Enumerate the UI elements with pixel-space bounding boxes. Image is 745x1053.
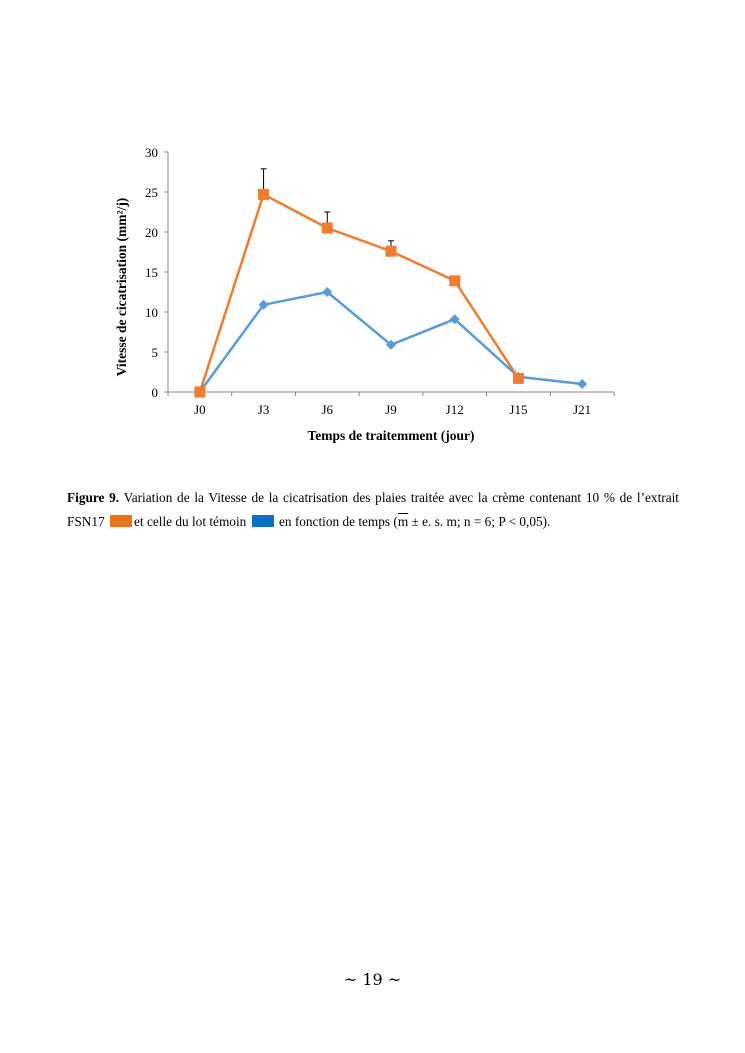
y-tick-label: 5 [152,345,159,360]
caption-text-3: en fonction de temps ( [278,514,398,529]
caption-text-4: ± e. s. m; n = 6; P < 0,05). [408,514,551,529]
x-tick-label: J6 [322,402,334,417]
caption-text-1: Variation de la Vitesse de la cicatrisat… [67,490,679,529]
series-line [198,193,520,393]
y-tick-label: 0 [152,385,159,400]
y-tick-label: 10 [145,305,158,320]
figure-caption: Figure 9. Variation de la Vitesse de la … [67,486,679,534]
data-point-diamond [577,379,588,389]
mean-symbol: m [397,514,409,529]
y-tick-label: 30 [145,145,158,160]
y-tick-label: 15 [145,265,158,280]
data-point-square [258,188,270,200]
data-point-square [385,245,397,257]
data-point-diamond [386,339,396,350]
x-tick-label: J3 [258,402,270,417]
caption-text-2: et celle du lot témoin [134,514,247,529]
data-point-square [449,275,461,287]
x-axis-title: Temps de traitemment (jour) [307,428,474,443]
data-point-square [321,222,333,234]
x-tick-label: J0 [194,402,206,417]
caption-label: Figure 9. [67,490,120,505]
y-tick-label: 20 [145,225,158,240]
data-point-diamond [449,314,460,325]
page-number: ~ 19 ~ [343,970,402,989]
x-tick-label: J12 [446,402,464,417]
y-axis-title: Vitesse de cicatrisation (mm²/j) [114,198,129,377]
orange-swatch [110,515,133,527]
data-point-square [194,386,206,398]
data-point-diamond [258,299,269,310]
y-tick-label: 25 [145,185,158,200]
data-point-diamond [322,287,333,297]
data-point-square [512,372,524,384]
x-tick-label: J9 [385,402,397,417]
x-tick-label: J15 [509,402,527,417]
blue-swatch [251,515,274,527]
x-tick-label: J21 [573,402,591,417]
